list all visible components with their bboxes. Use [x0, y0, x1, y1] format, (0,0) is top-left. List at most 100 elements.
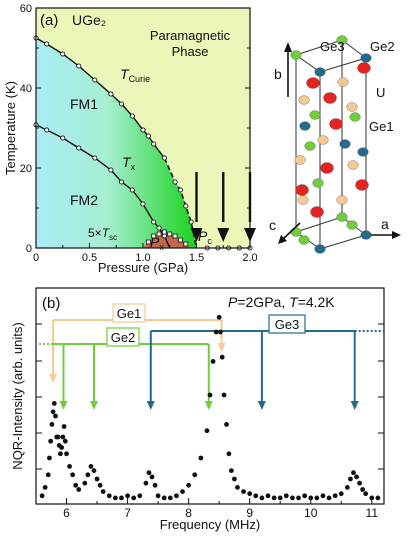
atoms [290, 35, 372, 254]
spectrum-points [39, 314, 381, 501]
atom-ge1 [298, 95, 310, 105]
x-tick-label-a: 2.0 [242, 252, 257, 264]
tcurie-point [60, 51, 66, 57]
ge3-label: Ge3 [275, 317, 300, 332]
ge3-arrowhead [350, 401, 359, 410]
phase-diagram-panel: 0 0.5 1.0 1.5 2.0 0 20 40 60 (a) UGe₂ Paramagnet… [3, 3, 258, 275]
panel-label-b: (b) [42, 295, 60, 312]
x-tick-label-b: 11 [366, 506, 379, 520]
atom-u [357, 62, 371, 74]
atom-label-ge3: Ge3 [320, 39, 345, 54]
spectrum-point [235, 485, 240, 490]
spectrum-point [348, 476, 353, 482]
spectrum-point [174, 493, 179, 499]
region-label-fm1: FM1 [70, 96, 98, 112]
spectrum-point [247, 491, 253, 497]
spectrum-point [221, 392, 227, 398]
atom-ge2 [298, 235, 310, 245]
spectrum-point [161, 495, 167, 501]
pressure-arrow-head [190, 228, 203, 242]
spectrum-point [50, 409, 56, 415]
tcurie-point [183, 203, 189, 209]
atom-ge3 [314, 67, 326, 77]
spectrum-point [39, 493, 45, 499]
y-tick-label-a: 60 [20, 3, 32, 15]
region-label-phase: Phase [172, 44, 209, 59]
ge3-arrowhead [257, 401, 266, 410]
atom-u [295, 184, 309, 196]
spectrum-point [88, 464, 94, 469]
x-tick-label-b: 7 [124, 506, 131, 520]
ge1-label: Ge1 [117, 306, 142, 321]
tx-point [151, 219, 157, 225]
a-axis-arrowhead [392, 231, 401, 239]
spectrum-point [216, 314, 222, 320]
tx-label: Tx [122, 154, 136, 172]
spectrum-point [265, 493, 271, 499]
spectrum-point [314, 495, 320, 501]
ge1-arrowhead [217, 343, 226, 352]
spectrum-point [112, 495, 118, 501]
spectrum-point [55, 434, 61, 440]
ge2-label-box [106, 327, 140, 347]
tsc-point [161, 229, 167, 235]
spectrum-point [207, 392, 213, 398]
ge2-label: Ge2 [111, 330, 136, 345]
spectrum-point [70, 472, 76, 478]
atom-label-ge1: Ge1 [369, 119, 394, 134]
tcurie-point [161, 155, 167, 161]
spectrum-point [167, 495, 173, 501]
tsc-point [156, 231, 162, 237]
x-tick-label-b: 9 [246, 506, 253, 520]
atom-label-ge2: Ge2 [370, 39, 395, 54]
spectrum-point [155, 493, 161, 499]
ge3-label-box [268, 314, 306, 334]
spectrum-point [47, 455, 52, 461]
spectrum-point [302, 493, 308, 499]
spectrum-point [224, 422, 229, 427]
spectrum-point [241, 489, 246, 494]
axis-label-a: a [381, 216, 389, 232]
atom-u [355, 179, 369, 191]
spectrum-point [375, 495, 381, 501]
tsc-point [178, 237, 183, 243]
y-axis-label-b: NQR-Intensity (arb. units) [10, 322, 25, 469]
spectrum-point [326, 495, 332, 501]
spectrum-point [61, 424, 67, 429]
tcurie-point [145, 133, 151, 139]
atom-ge2 [346, 220, 358, 230]
atom-ge1 [297, 195, 309, 205]
tx-point [156, 225, 162, 231]
spectrum-point [91, 468, 97, 473]
spectrum-point [51, 401, 57, 406]
atom-u [323, 92, 337, 104]
axis-ticks-b: 6 7 8 9 10 11 [35, 323, 384, 520]
spectrum-point [290, 495, 295, 501]
region-label-fm2: FM2 [70, 192, 98, 208]
spectrum-point [217, 329, 223, 335]
spectrum-point [232, 476, 237, 482]
spectrum-point [308, 495, 314, 501]
spectrum-point [42, 485, 48, 490]
atom-u [306, 77, 320, 89]
atom-ge3 [314, 244, 326, 254]
spectrum-point [58, 451, 63, 457]
spectrum-point [146, 470, 152, 476]
atom-ge1 [317, 135, 329, 145]
spectrum-point [143, 480, 149, 486]
spectrum-point [149, 474, 155, 480]
atom-u [310, 206, 324, 218]
x-axis-label-b: Frequency (MHz) [160, 517, 260, 532]
spectrum-point [219, 354, 225, 360]
spectrum-point [94, 476, 100, 482]
spectrum-point [228, 468, 234, 473]
tcurie-point [44, 41, 50, 47]
tcurie-point [188, 219, 194, 225]
tsc-point [167, 231, 173, 237]
spectrum-point [344, 485, 350, 490]
spectrum-point [64, 451, 69, 457]
atom-ge2 [309, 110, 321, 120]
atom-ge2 [304, 141, 316, 151]
tcurie-point [129, 113, 135, 119]
atom-ge2 [312, 178, 324, 188]
